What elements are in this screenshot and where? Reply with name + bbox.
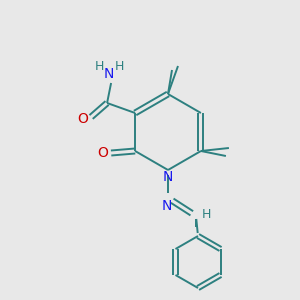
- Text: H: H: [94, 59, 104, 73]
- Text: N: N: [163, 170, 173, 184]
- Text: O: O: [98, 146, 109, 160]
- Text: N: N: [104, 67, 114, 81]
- Text: H: H: [201, 208, 211, 220]
- Text: O: O: [78, 112, 88, 126]
- Text: H: H: [114, 59, 124, 73]
- Text: N: N: [162, 199, 172, 213]
